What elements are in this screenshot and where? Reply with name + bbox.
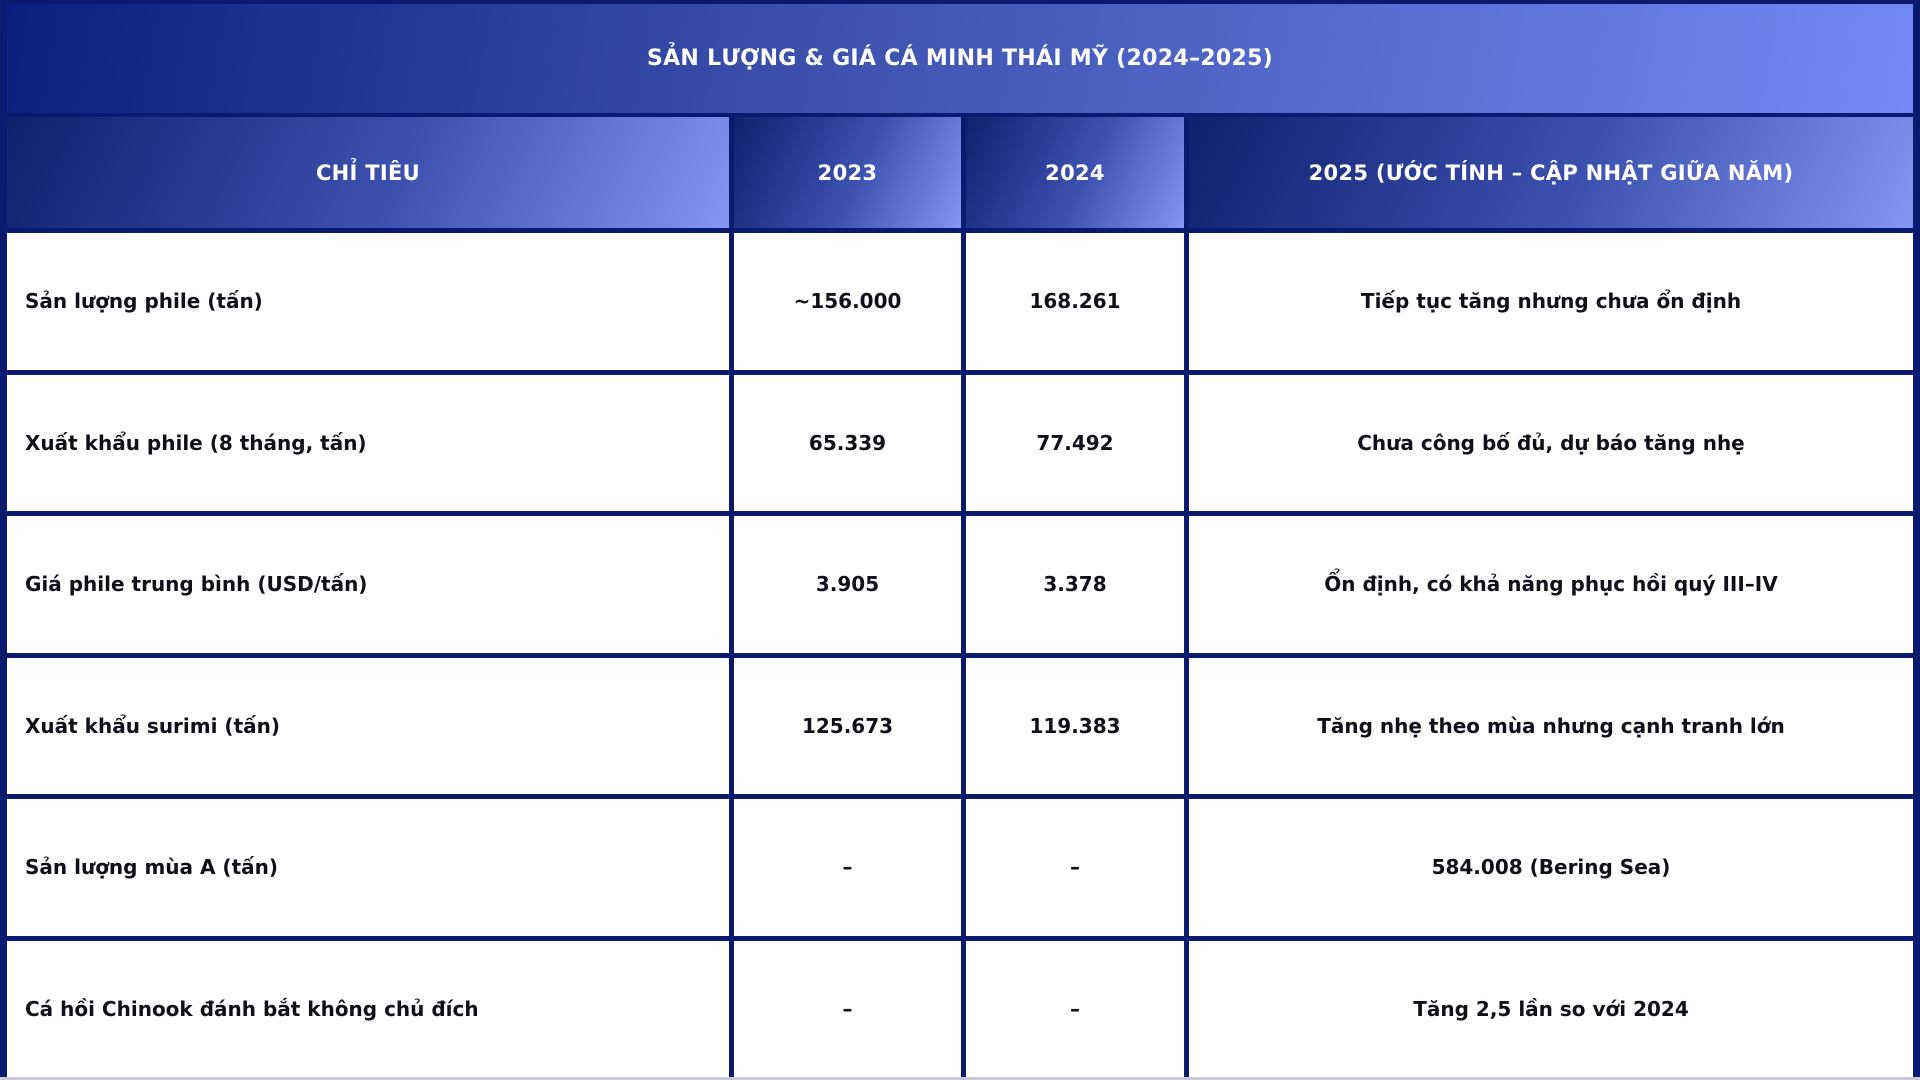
cell-2024: – — [966, 940, 1184, 1077]
cell-2025-note: Chưa công bố đủ, dự báo tăng nhẹ — [1189, 374, 1913, 511]
row-label: Sản lượng mùa A (tấn) — [7, 799, 729, 936]
cell-2024: 3.378 — [966, 516, 1184, 653]
cell-2023: 3.905 — [734, 516, 961, 653]
cell-2023: – — [734, 940, 961, 1077]
row-label: Giá phile trung bình (USD/tấn) — [7, 516, 729, 653]
col-header-2023: 2023 — [734, 117, 961, 228]
cell-2024: 119.383 — [966, 657, 1184, 794]
cell-2025-note: Tăng 2,5 lần so với 2024 — [1189, 940, 1913, 1077]
cell-2024: 168.261 — [966, 233, 1184, 370]
cell-2024: – — [966, 799, 1184, 936]
row-label: Xuất khẩu surimi (tấn) — [7, 657, 729, 794]
cell-2025-note: Ổn định, có khả năng phục hồi quý III–IV — [1189, 516, 1913, 653]
col-header-2024: 2024 — [966, 117, 1184, 228]
col-header-metric: CHỈ TIÊU — [7, 117, 729, 228]
data-grid: CHỈ TIÊU 2023 2024 2025 (ƯỚC TÍNH – CẬP … — [7, 117, 1913, 1077]
cell-2023: – — [734, 799, 961, 936]
row-label: Xuất khẩu phile (8 tháng, tấn) — [7, 374, 729, 511]
row-label: Cá hồi Chinook đánh bắt không chủ đích — [7, 940, 729, 1077]
col-header-2025-estimate: 2025 (ƯỚC TÍNH – CẬP NHẬT GIỮA NĂM) — [1189, 117, 1913, 228]
cell-2023: 65.339 — [734, 374, 961, 511]
cell-2025-note: 584.008 (Bering Sea) — [1189, 799, 1913, 936]
cell-2024: 77.492 — [966, 374, 1184, 511]
table-title: SẢN LƯỢNG & GIÁ CÁ MINH THÁI MỸ (2024–20… — [7, 4, 1913, 113]
cell-2023: 125.673 — [734, 657, 961, 794]
cell-2025-note: Tăng nhẹ theo mùa nhưng cạnh tranh lớn — [1189, 657, 1913, 794]
row-label: Sản lượng phile (tấn) — [7, 233, 729, 370]
cell-2025-note: Tiếp tục tăng nhưng chưa ổn định — [1189, 233, 1913, 370]
cell-2023: ~156.000 — [734, 233, 961, 370]
